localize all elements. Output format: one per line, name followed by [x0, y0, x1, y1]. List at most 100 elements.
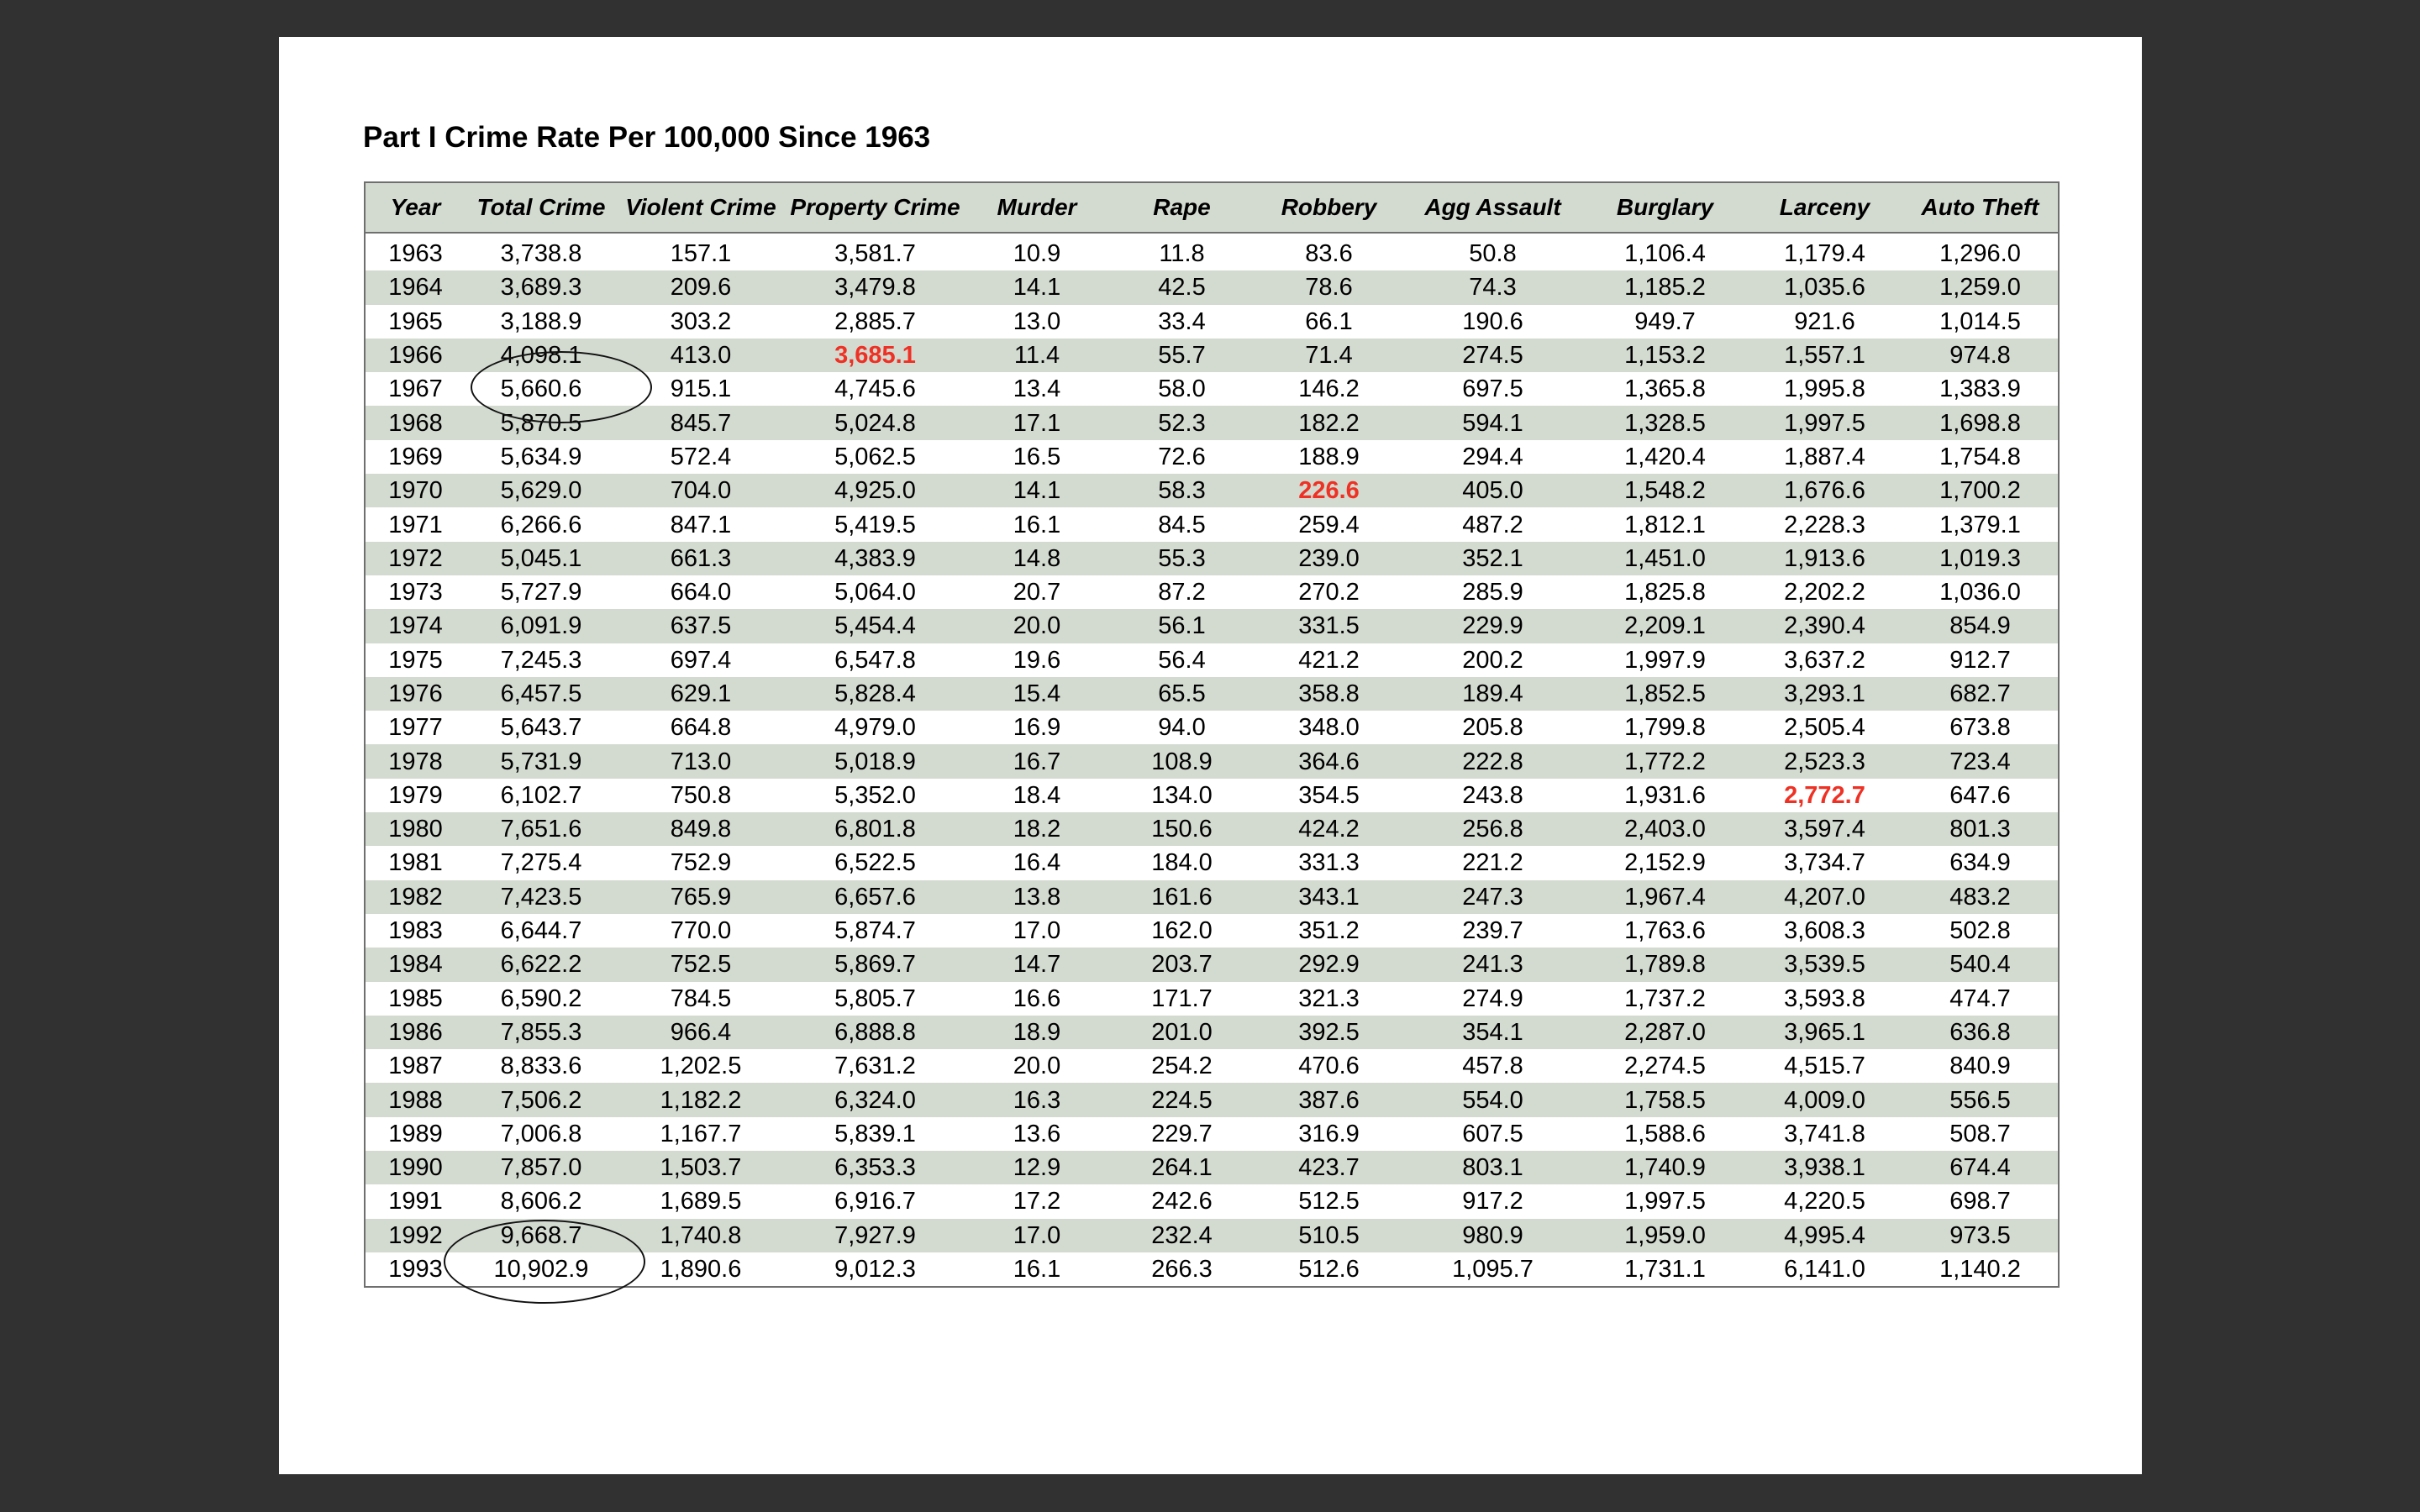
column-header: Total Crime [466, 182, 617, 234]
table-cell: 803.1 [1402, 1151, 1583, 1185]
table-cell: 2,209.1 [1583, 609, 1747, 643]
table-cell: 14.7 [965, 948, 1108, 982]
table-cell: 1974 [365, 609, 466, 643]
table-cell: 7,857.0 [466, 1151, 617, 1185]
table-cell: 847.1 [670, 511, 732, 538]
table-cell: 1972 [365, 541, 466, 575]
table-cell: 3,581.7 [834, 240, 916, 268]
table-cell: 157.1 [670, 240, 732, 268]
table-row: 1972 5,045.1 661.3 4,383.9 14.8 55.3 239.0 352.… [365, 541, 2059, 575]
table-cell: 58.0 [1158, 375, 1206, 403]
table-cell: 3,608.3 [1784, 917, 1865, 945]
table-cell: 9,012.3 [834, 1256, 916, 1284]
table-cell: 162.0 [1151, 917, 1213, 945]
table-cell: 3,293.1 [1747, 676, 1902, 711]
table-cell: 4,979.0 [834, 714, 916, 742]
table-cell: 1,202.5 [660, 1053, 742, 1080]
table-cell: 6,353.3 [785, 1151, 965, 1185]
table-cell: 247.3 [1402, 879, 1583, 914]
table-cell: 343.1 [1255, 879, 1402, 914]
table-cell: 1,772.2 [1583, 744, 1747, 779]
table-cell: 331.3 [1298, 849, 1360, 877]
table-cell: 1,959.0 [1583, 1218, 1747, 1252]
table-cell: 17.1 [965, 406, 1108, 440]
table-cell: 270.2 [1298, 579, 1360, 606]
table-cell: 4,925.0 [785, 474, 965, 508]
table-cell: 16.5 [1013, 443, 1061, 470]
table-cell: 1,035.6 [1747, 270, 1902, 305]
column-header: Burglary [1583, 182, 1747, 234]
table-cell: 3,539.5 [1747, 948, 1902, 982]
table-cell: 11.4 [965, 338, 1108, 373]
table-cell: 221.2 [1462, 849, 1523, 877]
table-cell: 3,965.1 [1747, 1015, 1902, 1050]
table-cell: 17.2 [1013, 1188, 1061, 1215]
table-cell: 190.6 [1462, 307, 1523, 335]
table-cell: 5,660.6 [500, 375, 582, 403]
table-cell: 17.0 [965, 1218, 1108, 1252]
table-cell: 3,938.1 [1747, 1151, 1902, 1185]
table-cell: 1,740.9 [1583, 1151, 1747, 1185]
table-cell: 1976 [365, 676, 466, 711]
table-cell: 1,014.5 [1939, 307, 2021, 335]
table-row: 1979 6,102.7 750.8 5,352.0 18.4 134.0 354.5 243… [365, 779, 2059, 812]
table-cell: 2,505.4 [1784, 714, 1865, 742]
table-cell: 150.6 [1108, 812, 1255, 847]
table-cell: 232.4 [1108, 1218, 1255, 1252]
table-cell: 146.2 [1298, 375, 1360, 403]
table-cell: 6,091.9 [466, 609, 617, 643]
table-cell: 182.2 [1255, 406, 1402, 440]
table-row: 1969 5,634.9 572.4 5,062.5 16.5 72.6 188.9 294.… [365, 440, 2059, 474]
table-cell: 917.2 [1462, 1188, 1523, 1215]
table-cell: 1,420.4 [1624, 443, 1706, 470]
table-cell: 5,018.9 [785, 744, 965, 779]
table-cell: 18.9 [965, 1015, 1108, 1050]
document-page: Part I Crime Rate Per 100,000 Since 1963… [279, 37, 2142, 1474]
table-cell: 1,503.7 [617, 1151, 785, 1185]
table-cell: 392.5 [1255, 1015, 1402, 1050]
table-cell: 14.1 [965, 474, 1108, 508]
table-cell: 209.6 [617, 270, 785, 305]
table-cell: 1991 [388, 1188, 443, 1215]
table-cell: 1,095.7 [1452, 1256, 1534, 1284]
table-cell: 1,140.2 [1939, 1256, 2021, 1284]
table-cell: 1993 [388, 1256, 443, 1284]
table-cell: 20.0 [1013, 1053, 1061, 1080]
table-cell: 664.0 [670, 579, 732, 606]
table-cell: 4,009.0 [1747, 1083, 1902, 1117]
table-cell: 770.0 [670, 917, 732, 945]
table-cell: 6,888.8 [785, 1015, 965, 1050]
table-cell: 1,383.9 [1939, 375, 2021, 403]
table-cell: 974.8 [1902, 338, 2059, 373]
table-cell: 10.9 [1013, 240, 1061, 268]
table-cell: 5,731.9 [466, 744, 617, 779]
table-cell: 6,102.7 [500, 781, 582, 809]
crime-rate-table: Year Total Crime Violent Crime Property Cri… [364, 181, 2060, 1289]
table-cell: 9,668.7 [466, 1218, 617, 1252]
table-cell: 1970 [365, 474, 466, 508]
table-cell: 4,995.4 [1747, 1218, 1902, 1252]
table-cell: 512.6 [1298, 1256, 1360, 1284]
table-cell: 1,737.2 [1624, 984, 1706, 1012]
column-header: Violent Crime [617, 182, 785, 234]
table-cell: 2,228.3 [1784, 511, 1865, 538]
table-cell: 2,772.7 [1784, 781, 1865, 809]
table-cell: 303.2 [670, 307, 732, 335]
table-cell: 19.6 [1013, 646, 1061, 674]
table-cell: 1,548.2 [1583, 474, 1747, 508]
table-cell: 1989 [388, 1120, 443, 1147]
table-cell: 351.2 [1298, 917, 1360, 945]
table-cell: 1,698.8 [1902, 406, 2059, 440]
table-cell: 487.2 [1462, 511, 1523, 538]
table-cell: 84.5 [1158, 511, 1206, 538]
table-cell: 74.3 [1402, 270, 1583, 305]
table-cell: 912.7 [1949, 646, 2011, 674]
table-cell: 949.7 [1634, 307, 1696, 335]
table-cell: 1,328.5 [1583, 406, 1747, 440]
table-cell: 1986 [365, 1015, 466, 1050]
table-cell: 607.5 [1462, 1120, 1523, 1147]
table-cell: 1990 [365, 1151, 466, 1185]
table-cell: 5,839.1 [834, 1120, 916, 1147]
table-cell: 42.5 [1108, 270, 1255, 305]
table-cell: 161.6 [1108, 879, 1255, 914]
